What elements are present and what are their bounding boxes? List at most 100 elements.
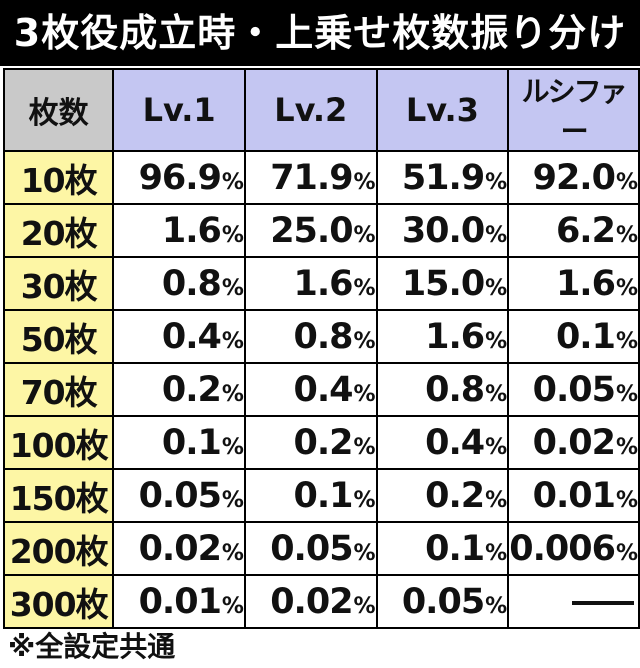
table-cell: 0.1% <box>112 415 246 470</box>
percent-sign: % <box>221 222 244 248</box>
table-cell: 0.1% <box>507 309 640 364</box>
cell-value: 0.05 <box>270 528 353 569</box>
cell-value: 0.4 <box>425 422 485 463</box>
table-cell: 1.6% <box>112 203 246 258</box>
table-cell: 0.1% <box>375 521 510 576</box>
table-cell: 1.6% <box>375 309 510 364</box>
row-label: 30枚 <box>2 256 115 311</box>
footnote: ※全設定共通 <box>8 630 176 663</box>
table-row: 150枚 0.05% 0.1% 0.2% 0.01% <box>2 468 640 523</box>
cell-value: 1.6 <box>555 263 616 304</box>
percent-sign: % <box>485 275 508 301</box>
cell-value: 0.1 <box>293 475 354 516</box>
table-cell: 15.0% <box>375 256 510 311</box>
cell-value: 0.8 <box>293 316 354 357</box>
percent-sign: % <box>485 434 508 460</box>
row-label: 150枚 <box>2 468 115 523</box>
cell-value: 1.6 <box>425 316 485 357</box>
table-cell: 0.4% <box>243 362 378 417</box>
cell-value: 0.2 <box>425 475 485 516</box>
table-row: 10枚 96.9% 71.9% 51.9% 92.0% <box>2 150 640 205</box>
table-cell: 92.0% <box>507 150 640 205</box>
cell-value: 0.4 <box>293 369 354 410</box>
percent-sign: % <box>485 487 508 513</box>
percent-sign: % <box>353 222 376 248</box>
percent-sign: % <box>485 381 508 407</box>
row-label: 20枚 <box>2 203 115 258</box>
table-cell: 0.05% <box>375 574 510 629</box>
percent-sign: % <box>615 275 638 301</box>
table-cell: 0.4% <box>112 309 246 364</box>
column-header-lucifer: ルシファー <box>507 68 640 152</box>
table-row: 30枚 0.8% 1.6% 15.0% 1.6% <box>2 256 640 311</box>
table-cell: 0.01% <box>507 468 640 523</box>
cell-value: 0.02 <box>138 528 222 569</box>
cell-value: 96.9 <box>138 157 222 198</box>
column-header-lv3: Lv.3 <box>375 68 510 152</box>
table-cell: 30.0% <box>375 203 510 258</box>
table-row: 100枚 0.1% 0.2% 0.4% 0.02% <box>2 415 640 470</box>
cell-value: 51.9 <box>401 157 485 198</box>
table-cell: 71.9% <box>243 150 378 205</box>
table-cell: 0.2% <box>375 468 510 523</box>
percent-sign: % <box>221 540 244 566</box>
table-cell: 51.9% <box>375 150 510 205</box>
table-cell: 0.2% <box>243 415 378 470</box>
cell-value: 0.05 <box>401 581 485 622</box>
percent-sign: % <box>615 169 638 195</box>
percent-sign: % <box>221 169 244 195</box>
cell-value: 1.6 <box>293 263 354 304</box>
cell-value: 0.1 <box>425 528 485 569</box>
column-header-lv2: Lv.2 <box>243 68 378 152</box>
cell-value: 0.4 <box>161 316 222 357</box>
table-cell: 1.6% <box>507 256 640 311</box>
cell-value: 0.2 <box>161 369 222 410</box>
row-label: 300枚 <box>2 574 115 629</box>
percent-sign: % <box>353 169 376 195</box>
table-cell: 6.2% <box>507 203 640 258</box>
table-cell: 0.02% <box>243 574 378 629</box>
percent-sign: % <box>615 434 638 460</box>
percent-sign: % <box>353 328 376 354</box>
percent-sign: % <box>353 275 376 301</box>
percent-sign: % <box>221 381 244 407</box>
table-cell: 0.05% <box>112 468 246 523</box>
cell-value: 30.0 <box>401 210 485 251</box>
percent-sign: % <box>615 328 638 354</box>
table-cell: — <box>507 574 640 629</box>
cell-value: 0.02 <box>532 422 616 463</box>
cell-value: 0.1 <box>555 316 616 357</box>
percent-sign: % <box>221 328 244 354</box>
table-cell: 0.8% <box>243 309 378 364</box>
table-cell: 0.02% <box>507 415 640 470</box>
cell-value: 0.02 <box>270 581 353 622</box>
cell-value: 92.0 <box>532 157 616 198</box>
cell-value: 15.0 <box>401 263 485 304</box>
percent-sign: % <box>485 169 508 195</box>
table-cell: 0.006% <box>507 521 640 576</box>
percent-sign: % <box>353 593 376 619</box>
cell-value: 0.2 <box>293 422 354 463</box>
distribution-table: 枚数 Lv.1 Lv.2 Lv.3 ルシファー 10枚 96.9% 71.9% 51.… <box>2 68 640 629</box>
table-header-row: 枚数 Lv.1 Lv.2 Lv.3 ルシファー <box>2 68 640 152</box>
cell-value: 0.006 <box>509 528 616 569</box>
table-cell: 0.4% <box>375 415 510 470</box>
row-label: 70枚 <box>2 362 115 417</box>
percent-sign: % <box>221 434 244 460</box>
percent-sign: % <box>353 434 376 460</box>
row-label: 200枚 <box>2 521 115 576</box>
percent-sign: % <box>353 540 376 566</box>
cell-value: 0.1 <box>161 422 222 463</box>
percent-sign: % <box>485 222 508 248</box>
cell-value: 6.2 <box>555 210 616 251</box>
corner-header: 枚数 <box>2 68 115 152</box>
cell-value: 0.8 <box>161 263 222 304</box>
table-cell: 0.02% <box>112 521 246 576</box>
table-row: 20枚 1.6% 25.0% 30.0% 6.2% <box>2 203 640 258</box>
row-label: 10枚 <box>2 150 115 205</box>
percent-sign: % <box>353 487 376 513</box>
percent-sign: % <box>615 222 638 248</box>
table-cell: 0.05% <box>243 521 378 576</box>
table-cell: 0.8% <box>112 256 246 311</box>
table-cell: 0.01% <box>112 574 246 629</box>
